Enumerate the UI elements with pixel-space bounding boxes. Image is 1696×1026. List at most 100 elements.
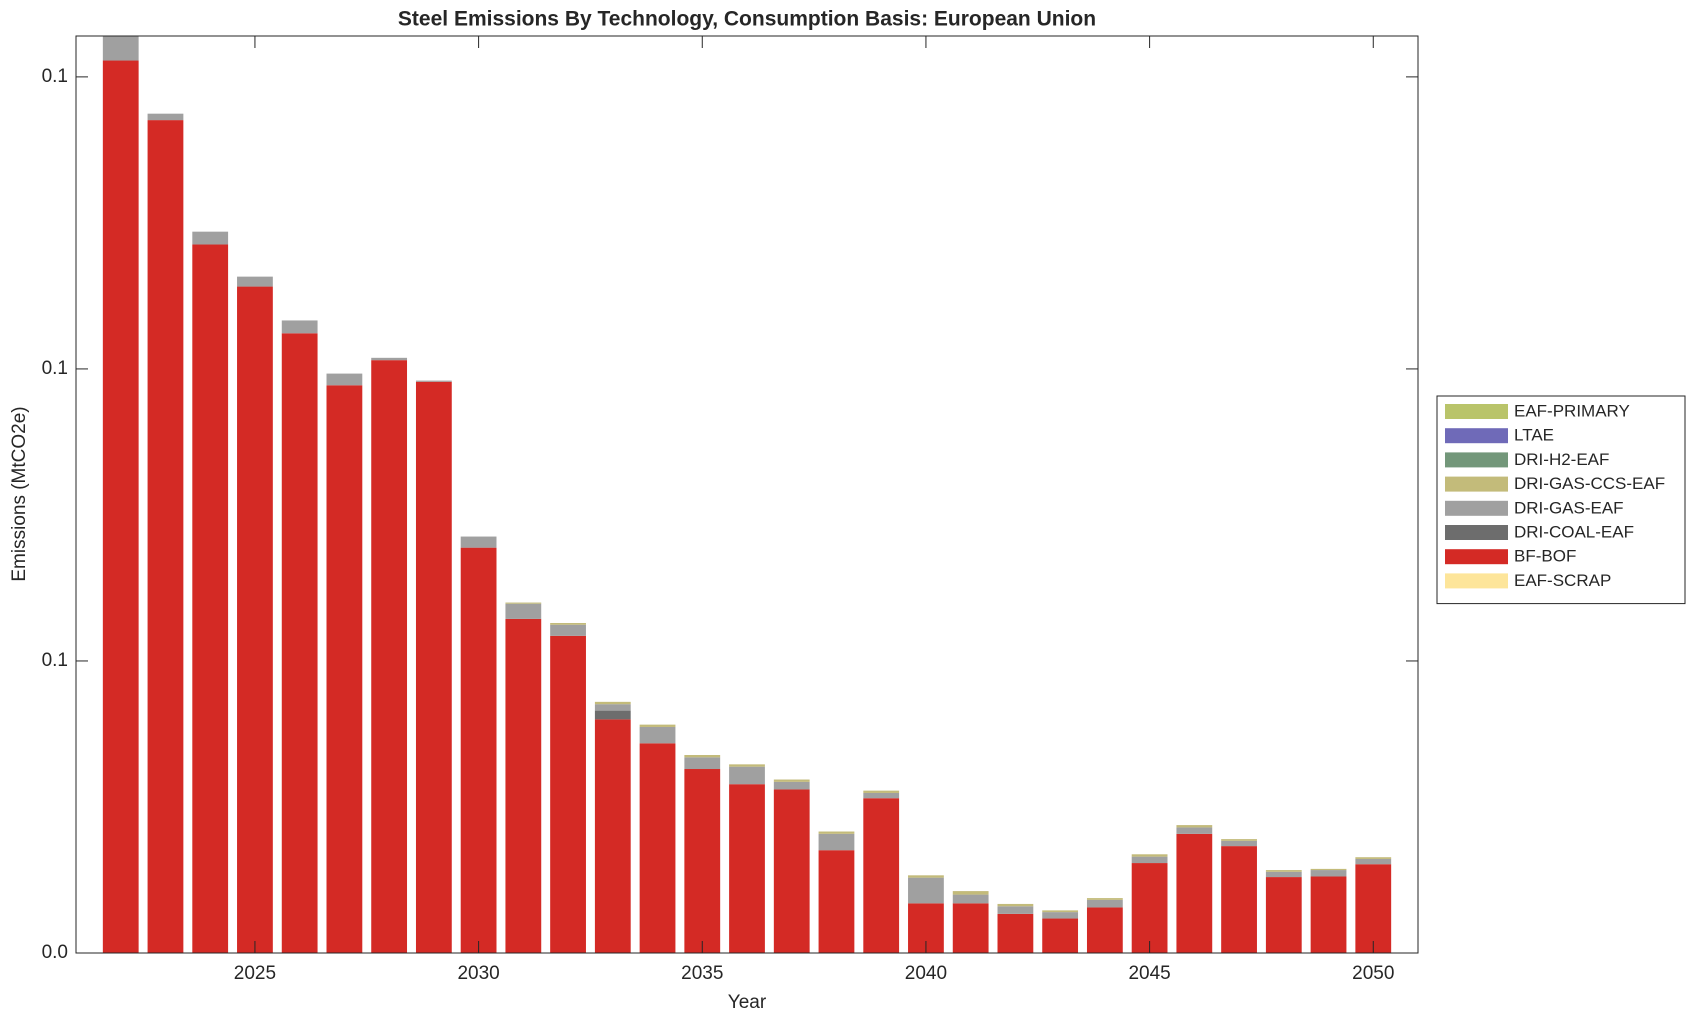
bar-segment — [997, 913, 1034, 953]
y-tick-label: 0.1 — [42, 358, 68, 379]
bar-segment — [281, 320, 318, 334]
bar-segment — [237, 286, 273, 953]
legend-label: DRI-GAS-EAF — [1514, 498, 1624, 517]
legend-label: DRI-H2-EAF — [1514, 450, 1609, 469]
bar-segment — [1355, 858, 1392, 865]
bar-segment — [1176, 827, 1213, 834]
bar-segment — [818, 831, 855, 834]
bar-segment — [1131, 856, 1168, 864]
bar-segment — [818, 850, 855, 953]
bar-segment — [1176, 825, 1213, 828]
bar-segment — [371, 357, 408, 361]
bar-segment — [639, 743, 676, 953]
x-tick-label: 2040 — [905, 963, 947, 984]
bar-segment — [1221, 839, 1257, 841]
bar-segment — [863, 790, 900, 793]
bar-segment — [237, 276, 273, 287]
bar-segment — [773, 779, 810, 782]
bar-segment — [505, 618, 542, 953]
bar-segment — [1086, 899, 1123, 908]
bar-segment — [1131, 854, 1168, 857]
y-tick-label: 0.1 — [42, 650, 68, 671]
bar-segment — [773, 789, 810, 953]
x-tick-label: 2050 — [1352, 963, 1394, 984]
y-tick-label: 0.0 — [42, 942, 68, 963]
bar-segment — [863, 798, 900, 953]
bar-segment — [281, 333, 318, 953]
bar-segment — [147, 113, 184, 121]
bar-segment — [192, 244, 229, 953]
bar-segment — [1086, 907, 1123, 953]
legend-label: EAF-SCRAP — [1514, 571, 1611, 590]
bar-segment — [1042, 912, 1079, 919]
bar-segment — [818, 833, 855, 851]
bar-segment — [1310, 876, 1347, 953]
legend-label: DRI-COAL-EAF — [1514, 522, 1634, 541]
legend-label: BF-BOF — [1514, 547, 1576, 566]
legend-label: EAF-PRIMARY — [1514, 401, 1630, 420]
plot-frame — [75, 35, 1419, 954]
bar-segment — [1221, 846, 1257, 953]
legend-swatch — [1445, 525, 1508, 540]
bar-segment — [1265, 870, 1302, 872]
bars — [102, 36, 1392, 953]
bar-segment — [594, 710, 631, 720]
bar-segment — [415, 381, 452, 953]
legend-swatch — [1445, 404, 1508, 419]
bar-segment — [460, 536, 497, 548]
bar-segment — [729, 784, 765, 953]
bar-segment — [1042, 910, 1079, 913]
bar-segment — [505, 602, 542, 604]
bar-segment — [371, 360, 408, 953]
bar-segment — [1265, 871, 1302, 878]
bar-segment — [952, 894, 989, 904]
bar-segment — [1355, 857, 1392, 859]
bar-segment — [997, 903, 1034, 907]
bar-segment — [505, 603, 542, 619]
legend-swatch — [1445, 500, 1508, 516]
bar-segment — [773, 781, 810, 790]
legend-swatch — [1445, 573, 1508, 589]
x-tick-label: 2045 — [1128, 963, 1170, 984]
bar-segment — [684, 769, 721, 953]
bar-segment — [1131, 863, 1168, 953]
bar-segment — [639, 724, 676, 727]
x-tick-label: 2030 — [457, 963, 499, 984]
bar-segment — [147, 120, 184, 953]
legend-label: LTAE — [1514, 426, 1554, 445]
bar-segment — [550, 635, 586, 953]
bar-segment — [729, 766, 765, 785]
x-axis-label: Year — [728, 992, 767, 1013]
legend-swatch — [1445, 428, 1508, 444]
bar-segment — [1086, 898, 1123, 900]
legend-label: DRI-GAS-CCS-EAF — [1514, 474, 1665, 493]
bar-segment — [102, 36, 139, 61]
legend-swatch — [1445, 549, 1508, 565]
bar-segment — [550, 622, 586, 625]
chart-title: Steel Emissions By Technology, Consumpti… — [398, 8, 1096, 31]
x-tick-label: 2025 — [234, 963, 276, 984]
bar-segment — [1042, 918, 1079, 953]
bar-segment — [684, 757, 721, 770]
bar-segment — [684, 754, 721, 758]
bar-segment — [908, 877, 944, 904]
bar-segment — [639, 726, 676, 744]
bar-segment — [952, 891, 989, 895]
bar-segment — [326, 373, 363, 386]
bar-segment — [952, 903, 989, 953]
bar-segment — [863, 792, 900, 799]
bar-segment — [550, 624, 586, 636]
bar-segment — [192, 231, 229, 245]
bar-segment — [908, 875, 944, 878]
bar-segment — [460, 547, 497, 953]
bar-segment — [1176, 833, 1213, 953]
x-tick-label: 2035 — [681, 963, 723, 984]
legend-swatch — [1445, 452, 1508, 468]
bar-segment — [1310, 870, 1347, 877]
bar-segment — [415, 380, 452, 382]
legend-swatch — [1445, 476, 1508, 492]
bar-segment — [1310, 868, 1347, 871]
bar-segment — [102, 60, 139, 953]
bar-segment — [1265, 877, 1302, 953]
